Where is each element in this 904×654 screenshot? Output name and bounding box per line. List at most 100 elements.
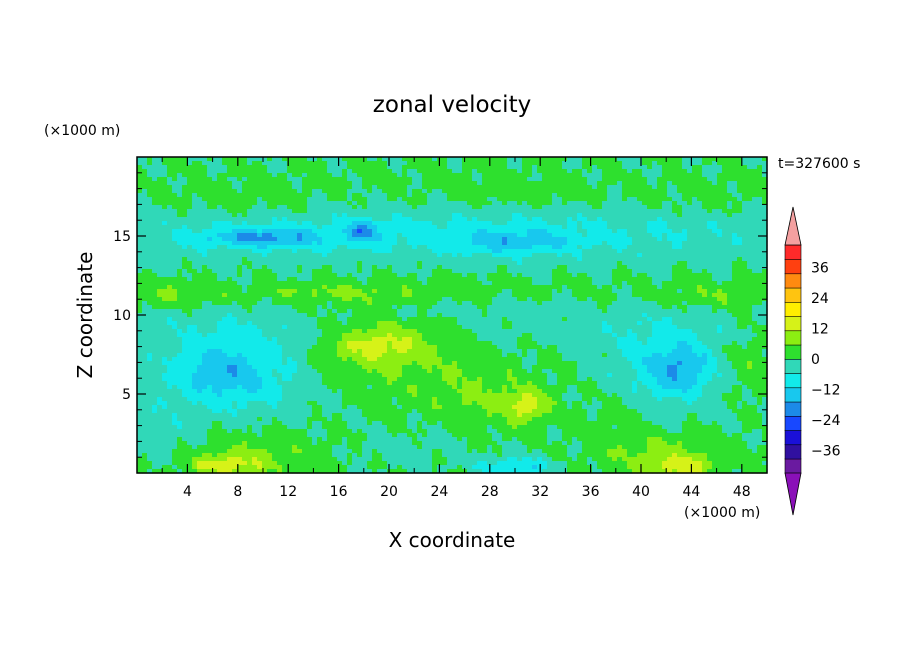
field-cell bbox=[707, 281, 713, 286]
field-cell bbox=[437, 169, 443, 174]
field-cell bbox=[407, 301, 413, 306]
field-cell bbox=[532, 193, 538, 198]
field-cell bbox=[522, 177, 528, 182]
field-cell bbox=[602, 285, 608, 290]
field-cell bbox=[592, 265, 598, 270]
field-cell bbox=[147, 297, 153, 302]
field-cell bbox=[142, 185, 148, 190]
field-cell bbox=[427, 249, 433, 254]
field-cell bbox=[362, 277, 368, 282]
field-cell bbox=[592, 229, 598, 234]
field-cell bbox=[527, 225, 533, 230]
field-cell bbox=[552, 257, 558, 262]
field-cell bbox=[447, 181, 453, 186]
field-cell bbox=[682, 189, 688, 194]
field-cell bbox=[382, 189, 388, 194]
field-cell bbox=[427, 213, 433, 218]
field-cell bbox=[377, 249, 383, 254]
field-cell bbox=[202, 225, 208, 230]
field-cell bbox=[382, 233, 388, 238]
field-cell bbox=[667, 225, 673, 230]
field-cell bbox=[327, 277, 333, 282]
field-cell bbox=[752, 229, 758, 234]
field-cell bbox=[262, 269, 268, 274]
field-cell bbox=[757, 165, 763, 170]
field-cell bbox=[197, 189, 203, 194]
field-cell bbox=[757, 273, 763, 278]
field-cell bbox=[277, 313, 283, 318]
field-cell bbox=[137, 261, 143, 266]
field-cell bbox=[567, 221, 573, 226]
field-cell bbox=[612, 309, 618, 314]
field-cell bbox=[722, 169, 728, 174]
field-cell bbox=[237, 201, 243, 206]
field-cell bbox=[732, 209, 738, 214]
field-cell bbox=[742, 237, 748, 242]
field-cell bbox=[152, 245, 158, 250]
field-cell bbox=[222, 253, 228, 258]
field-cell bbox=[642, 165, 648, 170]
field-cell bbox=[402, 161, 408, 166]
field-cell bbox=[137, 169, 143, 174]
field-cell bbox=[762, 293, 768, 298]
field-cell bbox=[412, 185, 418, 190]
field-cell bbox=[277, 217, 283, 222]
field-cell bbox=[662, 249, 668, 254]
field-cell bbox=[157, 269, 163, 274]
field-cell bbox=[432, 241, 438, 246]
field-cell bbox=[357, 249, 363, 254]
field-cell bbox=[622, 205, 628, 210]
field-cell bbox=[292, 305, 298, 310]
field-cell bbox=[177, 177, 183, 182]
field-cell bbox=[197, 213, 203, 218]
field-cell bbox=[607, 277, 613, 282]
field-cell bbox=[467, 225, 473, 230]
field-cell bbox=[317, 157, 323, 162]
field-cell bbox=[282, 229, 288, 234]
field-cell bbox=[392, 273, 398, 278]
field-cell bbox=[652, 237, 658, 242]
field-cell bbox=[492, 185, 498, 190]
field-cell bbox=[397, 309, 403, 314]
field-cell bbox=[252, 313, 258, 318]
field-cell bbox=[477, 233, 483, 238]
field-cell bbox=[497, 205, 503, 210]
field-cell bbox=[607, 173, 613, 178]
field-cell bbox=[157, 309, 163, 314]
field-cell bbox=[257, 285, 263, 290]
field-cell bbox=[407, 185, 413, 190]
field-cell bbox=[287, 277, 293, 282]
field-cell bbox=[452, 181, 458, 186]
field-cell bbox=[482, 197, 488, 202]
field-cell bbox=[677, 181, 683, 186]
field-cell bbox=[137, 209, 143, 214]
field-cell bbox=[697, 261, 703, 266]
field-cell bbox=[712, 169, 718, 174]
field-cell bbox=[352, 237, 358, 242]
field-cell bbox=[582, 265, 588, 270]
field-cell bbox=[217, 213, 223, 218]
field-cell bbox=[157, 281, 163, 286]
field-cell bbox=[312, 285, 318, 290]
field-cell bbox=[282, 257, 288, 262]
field-cell bbox=[552, 233, 558, 238]
field-cell bbox=[617, 285, 623, 290]
field-cell bbox=[417, 209, 423, 214]
field-cell bbox=[362, 157, 368, 162]
field-cell bbox=[532, 165, 538, 170]
field-cell bbox=[557, 201, 563, 206]
field-cell bbox=[507, 169, 513, 174]
field-cell bbox=[292, 233, 298, 238]
field-cell bbox=[177, 241, 183, 246]
field-cell bbox=[462, 161, 468, 166]
field-cell bbox=[457, 173, 463, 178]
field-cell bbox=[452, 213, 458, 218]
field-cell bbox=[162, 189, 168, 194]
field-cell bbox=[247, 253, 253, 258]
field-cell bbox=[602, 197, 608, 202]
field-cell bbox=[512, 301, 518, 306]
field-cell bbox=[662, 245, 668, 250]
field-cell bbox=[732, 305, 738, 310]
field-cell bbox=[757, 281, 763, 286]
field-cell bbox=[137, 229, 143, 234]
